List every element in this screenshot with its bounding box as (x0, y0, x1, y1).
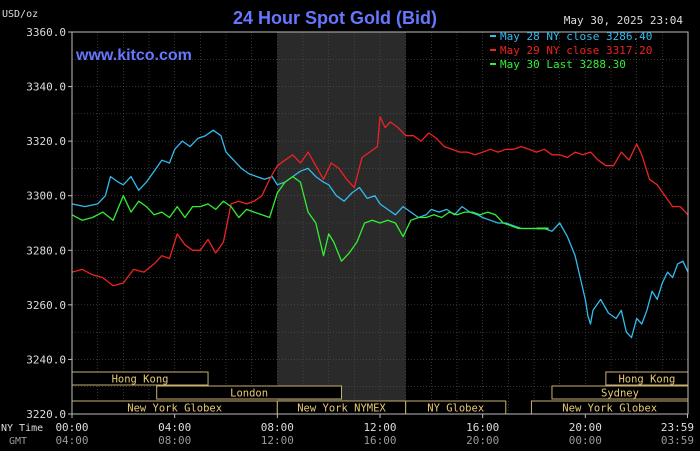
series-line (71, 175, 537, 262)
y-tick-label: 3300.0 (26, 190, 66, 203)
x-tick-label-ny: 04:00 (158, 421, 191, 434)
nymex-session-shade (277, 32, 406, 414)
y-tick-label: 3360.0 (26, 26, 66, 39)
x-tick-label-ny: 08:00 (261, 421, 294, 434)
kitco-watermark: www.kitco.com (75, 47, 192, 64)
y-tick-label: 3240.0 (26, 353, 66, 366)
session-label: New York Globex (127, 403, 222, 415)
session-label: Hong Kong (112, 374, 169, 386)
y-tick-label: 3220.0 (26, 408, 66, 421)
session-label: New York Globex (562, 403, 657, 415)
gmt-label: GMT (9, 436, 27, 447)
x-tick-label-gmt: 16:00 (363, 434, 396, 447)
legend-entry: May 29 NY close 3317.20 (500, 44, 652, 57)
legend-entry: May 28 NY close 3286.40 (500, 30, 652, 43)
x-tick-label-gmt: 12:00 (261, 434, 294, 447)
timestamp: May 30, 2025 23:04 (564, 14, 684, 27)
chart-title: 24 Hour Spot Gold (Bid) (233, 8, 437, 28)
series-line (71, 129, 689, 339)
y-tick-label: 3320.0 (26, 135, 66, 148)
x-tick-label-gmt: 03:59 (661, 434, 694, 447)
x-tick-label-ny: 20:00 (569, 421, 602, 434)
x-tick-label-ny: 00:00 (55, 421, 88, 434)
session-label: New York NYMEX (297, 403, 386, 415)
y-axis-unit-label: USD/oz (2, 9, 38, 20)
x-tick-label-ny: 12:00 (363, 421, 396, 434)
session-label: London (230, 388, 268, 400)
axes: 3360.0 3340.0 3320.0 3300.0 3280.0 3260.0 3240… (26, 26, 694, 447)
session-label: Hong Kong (618, 374, 675, 386)
series-line (71, 115, 689, 287)
legend-entry: May 30 Last 3288.30 (500, 58, 626, 71)
x-tick-label-gmt: 00:00 (569, 434, 602, 447)
y-tick-label: 3280.0 (26, 244, 66, 257)
y-tick-label: 3260.0 (26, 299, 66, 312)
session-label: Sydney (601, 388, 639, 400)
session-label: NY Globex (427, 403, 484, 415)
plot-area: Hong Kong London New York Globex New York N… (71, 31, 689, 415)
x-tick-label-gmt: 20:00 (466, 434, 499, 447)
x-tick-label-gmt: 04:00 (55, 434, 88, 447)
ny-time-label: NY Time (1, 423, 43, 434)
x-tick-label-ny: 23:59 (661, 421, 694, 434)
session-bar (156, 385, 342, 400)
x-tick-label-ny: 16:00 (466, 421, 499, 434)
x-tick-label-gmt: 08:00 (158, 434, 191, 447)
y-tick-label: 3340.0 (26, 81, 66, 94)
